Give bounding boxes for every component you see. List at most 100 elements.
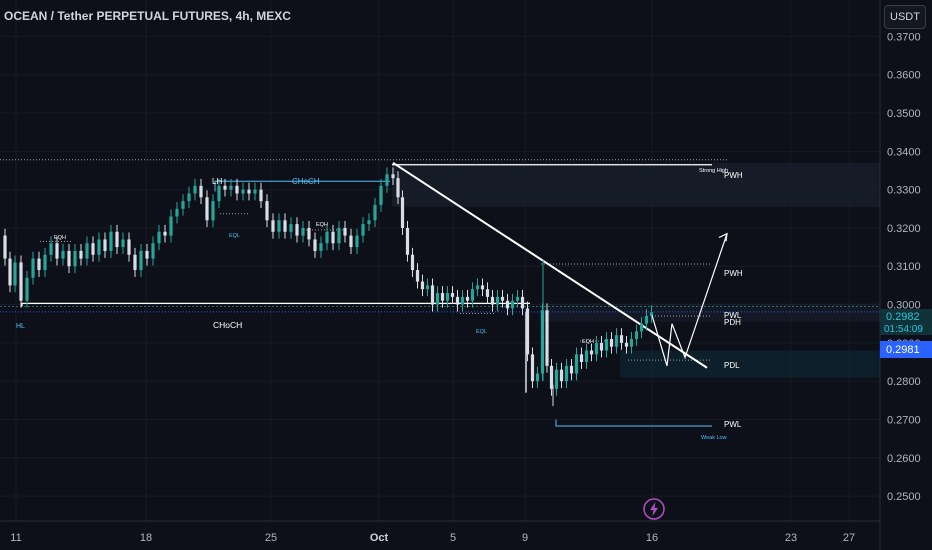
candle-body xyxy=(430,285,435,305)
pdl-label: PDL xyxy=(724,361,740,370)
candle-body xyxy=(193,185,197,194)
chart-title: OCEAN / Tether PERPETUAL FUTURES, 4h, ME… xyxy=(4,9,291,23)
candle-body xyxy=(271,220,275,232)
candle-body xyxy=(435,293,440,305)
structure-label-lh: LH xyxy=(212,177,222,186)
candle-body xyxy=(594,342,599,355)
candle-body xyxy=(37,258,41,271)
price-tick-label: 0.3300 xyxy=(887,185,921,197)
candle-body xyxy=(19,262,23,301)
candle-body xyxy=(103,239,107,251)
supply-zone xyxy=(392,162,880,207)
candle-body xyxy=(67,250,71,267)
supply-zone xyxy=(540,303,880,322)
candle-body xyxy=(25,277,29,301)
candle-body xyxy=(450,293,455,297)
candle-body xyxy=(367,220,371,225)
candle-body xyxy=(525,308,530,355)
price-tick-label: 0.3200 xyxy=(887,223,921,235)
candle-body xyxy=(391,174,395,179)
candle-body xyxy=(43,254,47,271)
price-tick-label: 0.3600 xyxy=(887,70,921,82)
candle-body xyxy=(8,258,12,286)
candle-body xyxy=(574,354,579,374)
candle-body xyxy=(301,227,305,236)
lightning-bolt-icon[interactable] xyxy=(643,498,665,520)
price-tick-label: 0.2700 xyxy=(887,414,921,426)
candle-body xyxy=(337,227,341,244)
candle-body xyxy=(505,300,510,309)
candle-body xyxy=(229,185,233,190)
candle-body xyxy=(624,342,629,347)
candle-body xyxy=(127,239,131,255)
last-price-value: 0.2982 xyxy=(886,311,920,323)
candle-body xyxy=(530,354,535,382)
candle-body xyxy=(639,323,644,332)
candle-body xyxy=(181,201,185,209)
candle-body xyxy=(415,270,420,282)
price-levels xyxy=(0,159,880,361)
candle-body xyxy=(139,250,143,271)
candle-body xyxy=(425,285,430,290)
candle-body xyxy=(564,365,569,382)
market-structure-lines xyxy=(21,161,712,427)
candle-body xyxy=(480,285,485,290)
candle-body xyxy=(515,296,520,301)
candle-body xyxy=(187,193,191,202)
currency-button[interactable]: USDT xyxy=(884,5,926,29)
pwl-label: PWL xyxy=(724,311,742,320)
candle-body xyxy=(475,285,480,290)
candle-body xyxy=(205,197,209,221)
choch-line-top xyxy=(214,180,390,192)
candle-body xyxy=(121,239,125,248)
candle-body xyxy=(554,369,559,389)
candle-body xyxy=(465,296,470,301)
candle-body xyxy=(13,262,17,286)
candle-body xyxy=(619,335,624,343)
choch-line-bottom xyxy=(21,302,530,307)
candle-body xyxy=(460,296,465,305)
candle-body xyxy=(545,310,549,366)
candle-body xyxy=(241,189,245,194)
candle-body xyxy=(49,243,53,255)
weak-low-label: Weak Low xyxy=(701,435,727,441)
price-tick-label: 0.3000 xyxy=(887,300,921,312)
eqh-label: EQH xyxy=(582,339,594,345)
candle-body xyxy=(223,185,227,190)
eql-label: EQL xyxy=(229,233,240,239)
candle-body xyxy=(649,312,654,317)
candle-body xyxy=(349,235,353,248)
price-axis[interactable]: 0.3700 0.3600 0.3500 0.3400 0.3300 0.3200 0.31… xyxy=(879,0,932,550)
candle-body xyxy=(644,316,649,324)
candle-body xyxy=(169,216,173,236)
candle-body xyxy=(470,289,475,301)
candle-body xyxy=(55,243,59,259)
structure-label-choch: CHoCH xyxy=(213,320,242,330)
candle-body xyxy=(355,235,359,248)
supply-demand-zones xyxy=(392,162,880,378)
candle-body xyxy=(361,224,365,236)
candle-body xyxy=(313,239,317,251)
candle-body xyxy=(440,293,445,301)
demand-zone xyxy=(620,350,880,378)
price-tick-label: 0.2500 xyxy=(887,491,921,503)
time-tick-label: Oct xyxy=(370,532,389,544)
candle-body xyxy=(211,201,215,221)
candle-body xyxy=(91,243,95,255)
candle-body xyxy=(604,339,609,351)
candle-body xyxy=(97,239,101,255)
candle-body xyxy=(325,231,329,244)
candle-body xyxy=(520,296,525,309)
candle-body xyxy=(634,331,639,340)
candle-body xyxy=(420,281,425,290)
candle-body xyxy=(485,289,490,297)
price-tick-label: 0.3500 xyxy=(887,108,921,120)
pwl-label: PWL xyxy=(724,420,742,429)
candle-body xyxy=(79,250,83,259)
eqh-label: EQH xyxy=(54,235,66,241)
chart-grid xyxy=(0,0,880,521)
candle-body xyxy=(157,231,161,244)
time-axis[interactable]: 11 18 25 Oct 5 9 16 23 27 xyxy=(0,520,880,544)
price-tick-label: 0.3100 xyxy=(887,261,921,273)
